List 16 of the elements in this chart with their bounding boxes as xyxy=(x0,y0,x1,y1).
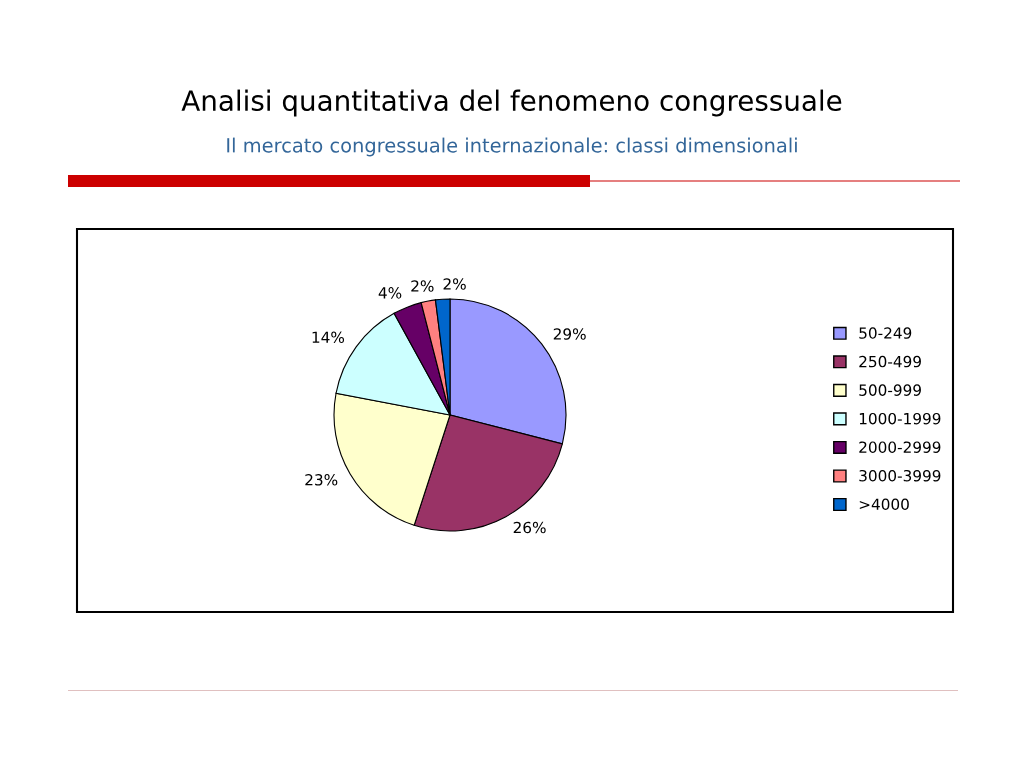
chart-subtitle: Il mercato congressuale internazionale: classi dimensionali xyxy=(227,137,797,157)
data-label: 23% xyxy=(305,474,338,486)
legend-label: 50-249 xyxy=(859,327,912,339)
legend-label: 1000-1999 xyxy=(859,412,941,425)
data-label: 2% xyxy=(411,280,434,292)
data-label: 4% xyxy=(378,287,402,299)
data-label: 29% xyxy=(553,328,586,340)
legend-label: >4000 xyxy=(859,498,909,511)
data-label: 26% xyxy=(513,521,546,534)
data-label: 2% xyxy=(443,278,466,290)
legend-label: 2000-2999 xyxy=(859,441,941,453)
chart-title: Analisi quantitativa del fenomeno congressuale xyxy=(181,89,842,117)
legend-label: 3000-3999 xyxy=(859,469,941,482)
data-label: 14% xyxy=(312,331,345,344)
legend-label: 250-499 xyxy=(859,355,921,368)
legend-label: 500-999 xyxy=(859,384,921,396)
